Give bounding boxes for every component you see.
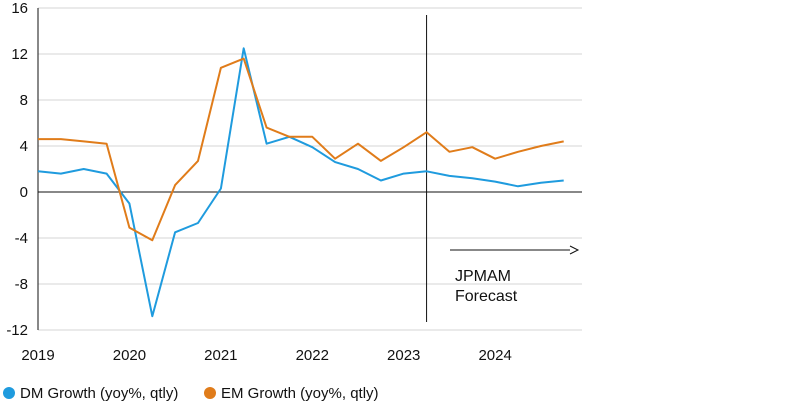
legend-label-em: EM Growth (yoy%, qtly)	[221, 385, 379, 402]
y-tick-label: -12	[6, 322, 28, 339]
x-tick-label: 2023	[387, 347, 420, 364]
x-tick-label: 2020	[113, 347, 146, 364]
legend-item-em: EM Growth (yoy%, qtly)	[204, 385, 379, 402]
forecast-annotation: JPMAM Forecast	[450, 245, 580, 305]
x-tick-label: 2019	[21, 347, 54, 364]
y-tick-label: 16	[11, 0, 28, 17]
y-tick-label: -8	[15, 276, 28, 293]
y-tick-label: 12	[11, 46, 28, 63]
x-tick-labels: 2019 2020 2021 2022 2023 2024	[21, 347, 512, 364]
series-lines	[37, 47, 564, 318]
legend-marker-dm-icon	[3, 387, 15, 399]
series-line-dm	[37, 47, 564, 318]
annotation-line2: Forecast	[455, 288, 518, 305]
arrowhead-icon	[569, 245, 580, 255]
annotation-line1: JPMAM	[455, 268, 511, 285]
legend-marker-em-icon	[204, 387, 216, 399]
y-tick-label: 8	[20, 92, 28, 109]
gridlines	[38, 7, 582, 331]
x-tick-label: 2022	[296, 347, 329, 364]
x-tick-label: 2021	[204, 347, 237, 364]
legend-label-dm: DM Growth (yoy%, qtly)	[20, 385, 178, 402]
y-tick-label: 4	[20, 138, 28, 155]
series-line-em	[38, 57, 564, 242]
legend: DM Growth (yoy%, qtly) EM Growth (yoy%, …	[3, 385, 379, 402]
legend-item-dm: DM Growth (yoy%, qtly)	[3, 385, 178, 402]
y-tick-label: 0	[20, 184, 28, 201]
x-tick-label: 2024	[478, 347, 511, 364]
y-tick-labels: -12 -8 -4 0 4 8 12 16	[6, 0, 28, 339]
y-tick-label: -4	[15, 230, 28, 247]
